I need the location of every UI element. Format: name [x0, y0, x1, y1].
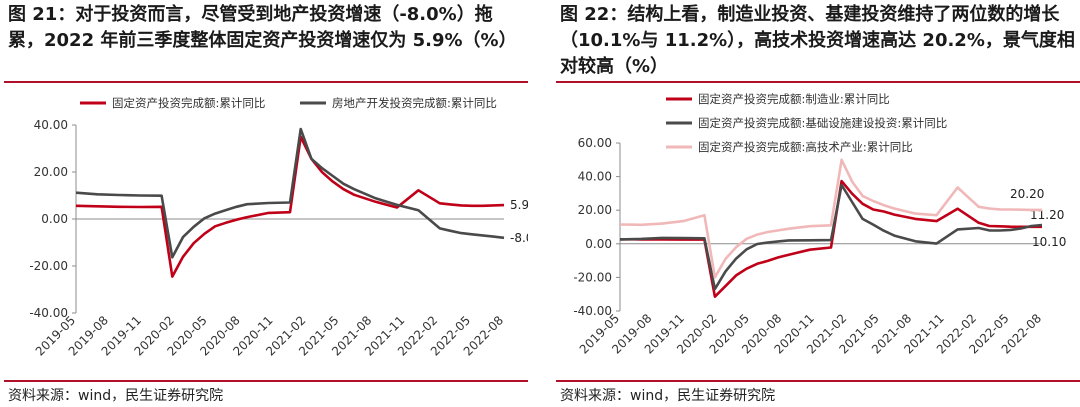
series-end-label: 11.20 [1030, 208, 1064, 222]
legend-label: 固定资产投资完成额:制造业:累计同比 [698, 92, 890, 106]
y-tick-label: 20.00 [34, 165, 68, 179]
series-end-label: -8.00 [510, 231, 528, 245]
figure-title: 图 22：结构上看，制造业投资、基建投资维持了两位数的增长（10.1%与 11.… [560, 4, 1075, 77]
series-end-label: 20.20 [1010, 187, 1044, 201]
series-line-3 [619, 158, 1042, 279]
series-line-1 [619, 179, 1042, 298]
figure-title: 图 21：对于投资而言，尽管受到地产投资增速（-8.0%）拖累，2022 年前三… [8, 4, 517, 51]
source-note: 资料来源：wind，民生证券研究院 [8, 388, 224, 404]
line-chart-right: 60.0040.0020.000.00-20.00-40.002019-0520… [573, 92, 1066, 357]
title-divider [4, 81, 528, 83]
legend-label: 固定资产投资完成额:高技术产业:累计同比 [698, 140, 913, 154]
y-tick-label: 20.00 [578, 203, 612, 217]
legend-label: 固定资产投资完成额:累计同比 [112, 96, 265, 110]
y-tick-label: -20.00 [573, 270, 612, 284]
y-tick-label: -20.00 [29, 259, 68, 273]
series-line-1 [75, 135, 505, 278]
series-end-label: 10.10 [1032, 235, 1066, 249]
y-tick-label: 0.00 [41, 212, 68, 226]
legend-label: 房地产开发投资完成额:累计同比 [332, 96, 497, 110]
y-tick-label: -40.00 [573, 304, 612, 318]
line-chart-left: 40.0020.000.00-20.00-40.002019-052019-08… [29, 96, 528, 359]
y-tick-label: 0.00 [585, 237, 612, 251]
y-tick-label: 40.00 [578, 170, 612, 184]
series-line-2 [75, 127, 505, 259]
left-figure: 图 21：对于投资而言，尽管受到地产投资增速（-8.0%）拖累，2022 年前三… [4, 0, 532, 407]
right-figure: 图 22：结构上看，制造业投资、基建投资维持了两位数的增长（10.1%与 11.… [556, 0, 1080, 407]
legend-label: 固定资产投资完成额:基础设施建设投资:累计同比 [698, 116, 947, 130]
y-tick-label: 40.00 [34, 118, 68, 132]
y-tick-label: 60.00 [578, 136, 612, 150]
source-divider [4, 380, 528, 382]
title-divider [556, 81, 1080, 83]
source-divider [556, 380, 1080, 382]
series-end-label: 5.90 [510, 198, 528, 212]
series-line-2 [619, 183, 1043, 291]
source-note: 资料来源：wind，民生证券研究院 [560, 388, 776, 404]
y-tick-label: -40.00 [29, 306, 68, 320]
